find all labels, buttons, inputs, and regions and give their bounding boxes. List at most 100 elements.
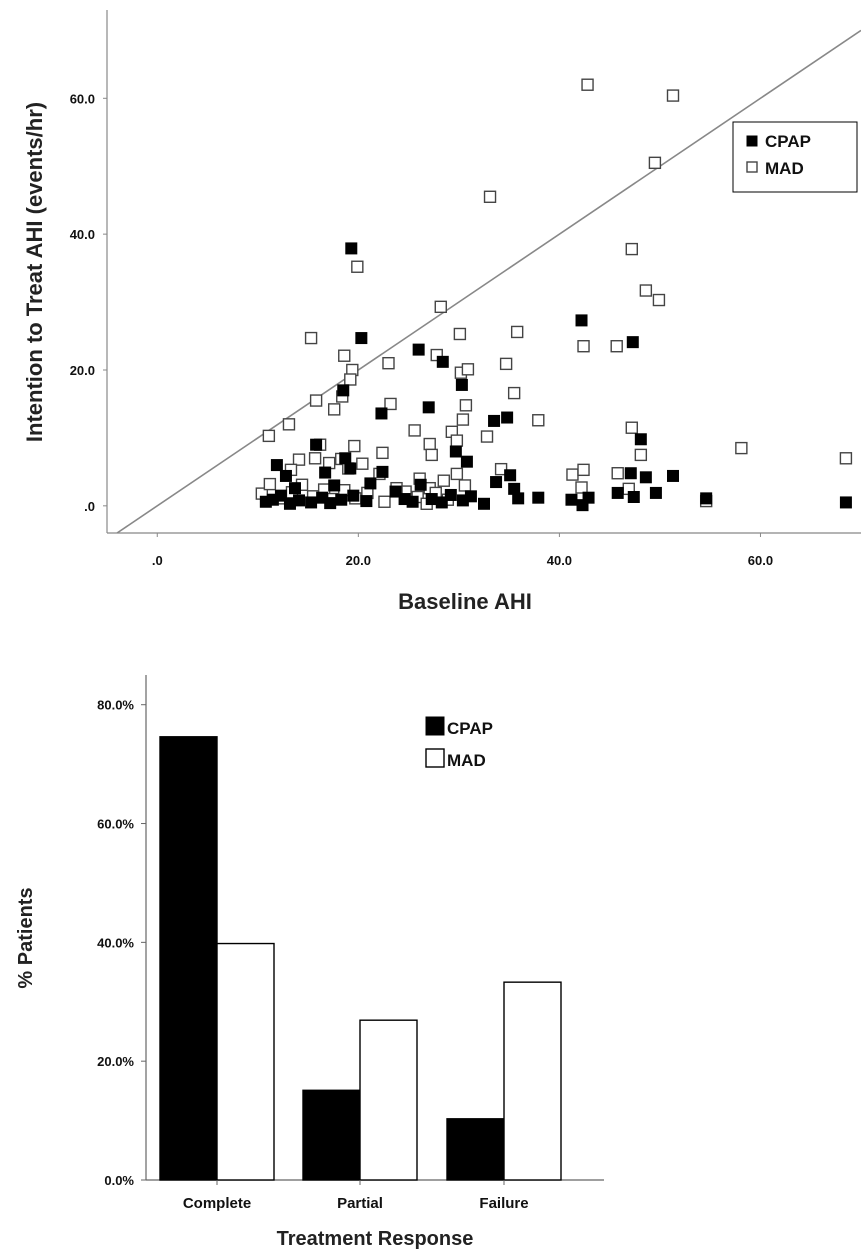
scatter-y-tick-label: .0: [84, 499, 95, 514]
mad-point: [308, 452, 322, 465]
mad-point: [408, 424, 421, 437]
cpap-point: [310, 438, 323, 451]
scatter-y-tick-label: 40.0: [70, 227, 95, 242]
mad-point: [450, 434, 464, 447]
mad-point: [566, 468, 579, 481]
mad-point: [839, 452, 853, 465]
bar-legend-mad-swatch: [425, 748, 445, 768]
cpap-point: [412, 343, 425, 356]
cpap-point: [444, 488, 457, 501]
mad-point: [453, 327, 467, 341]
mad-point: [610, 340, 623, 353]
cpap-point: [504, 469, 517, 482]
mad-point: [262, 429, 276, 443]
cpap-point: [339, 452, 352, 465]
bar-category-label: Failure: [479, 1195, 528, 1212]
cpap-bar-partial: [302, 1089, 361, 1181]
mad-bar-complete: [216, 942, 275, 1181]
mad-point: [461, 363, 475, 376]
scatter-legend-mad-swatch: [746, 161, 758, 173]
mad-point: [304, 331, 318, 345]
mad-point: [437, 474, 450, 487]
cpap-point: [512, 492, 525, 505]
mad-point: [575, 481, 588, 494]
cpap-point: [375, 407, 388, 420]
mad-point: [309, 394, 323, 407]
mad-point: [581, 78, 594, 91]
mad-point: [625, 242, 638, 256]
mad-point: [510, 325, 524, 339]
mad-point: [434, 300, 447, 314]
cpap-point: [328, 479, 341, 492]
scatter-y-tick-label: 20.0: [70, 363, 95, 378]
cpap-point: [449, 445, 462, 458]
mad-point: [577, 463, 590, 477]
bar-category-label: Complete: [183, 1195, 251, 1212]
cpap-point: [355, 332, 368, 345]
mad-point: [348, 439, 361, 453]
cpap-point: [364, 477, 377, 490]
mad-point: [382, 356, 395, 370]
bar-legend-cpap-label: CPAP: [447, 719, 493, 738]
mad-point: [338, 349, 351, 362]
cpap-point: [279, 469, 292, 482]
mad-point: [376, 446, 389, 460]
cpap-point: [624, 467, 637, 480]
cpap-point: [422, 401, 435, 414]
mad-point: [263, 477, 277, 491]
cpap-point: [293, 494, 306, 507]
mad-point: [577, 340, 590, 353]
cpap-point: [455, 378, 468, 391]
cpap-point: [667, 469, 680, 482]
cpap-point: [478, 497, 490, 510]
cpap-point: [464, 490, 477, 503]
cpap-bar-complete: [159, 736, 218, 1181]
cpap-point: [490, 476, 503, 489]
scatter-x-axis-title: Baseline AHI: [398, 589, 532, 614]
cpap-point: [344, 462, 357, 475]
mad-point: [292, 453, 306, 466]
cpap-point: [425, 493, 438, 506]
cpap-point: [376, 465, 389, 478]
mad-point: [625, 421, 638, 434]
scatter-legend-mad-label: MAD: [765, 159, 804, 178]
cpap-point: [639, 471, 652, 484]
mad-point: [480, 430, 494, 443]
mad-point: [351, 260, 364, 273]
cpap-point: [460, 455, 473, 468]
bar-y-tick-label: 20.0%: [97, 1054, 134, 1069]
mad-point: [423, 437, 436, 451]
cpap-point: [406, 495, 419, 508]
mad-point: [459, 399, 473, 412]
cpap-point: [501, 411, 514, 424]
mad-point: [639, 284, 653, 297]
scatter-x-tick-label: 40.0: [547, 553, 572, 568]
scatter-x-tick-label: 60.0: [748, 553, 773, 568]
scatter-y-ticks: .0 20.0 40.0 60.0: [70, 91, 107, 514]
mad-point: [735, 441, 748, 455]
cpap-point: [700, 492, 713, 505]
cpap-point: [565, 493, 578, 506]
bar-y-tick-label: 40.0%: [97, 935, 134, 950]
cpap-point: [347, 489, 360, 502]
mad-point: [532, 414, 545, 427]
cpap-point: [649, 486, 662, 499]
cpap-point: [436, 355, 449, 368]
cpap-point: [634, 433, 647, 446]
cpap-point: [414, 478, 427, 491]
cpap-point: [626, 336, 639, 349]
mad-point: [456, 413, 470, 426]
mad-bar-failure: [503, 981, 562, 1181]
cpap-point: [576, 499, 589, 512]
bar-y-tick-label: 60.0%: [97, 817, 134, 832]
mad-point: [499, 357, 513, 371]
cpap-point: [839, 496, 852, 509]
bar-series: [159, 736, 562, 1181]
cpap-bar-failure: [446, 1118, 505, 1181]
scatter-y-tick-label: 60.0: [70, 91, 95, 106]
bar-chart: 0.0% 20.0% 40.0% 60.0% 80.0% Complete Partial…: [15, 675, 604, 1250]
cpap-point: [488, 414, 501, 427]
mad-point: [344, 373, 357, 386]
bar-y-axis-title: % Patients: [15, 887, 37, 988]
